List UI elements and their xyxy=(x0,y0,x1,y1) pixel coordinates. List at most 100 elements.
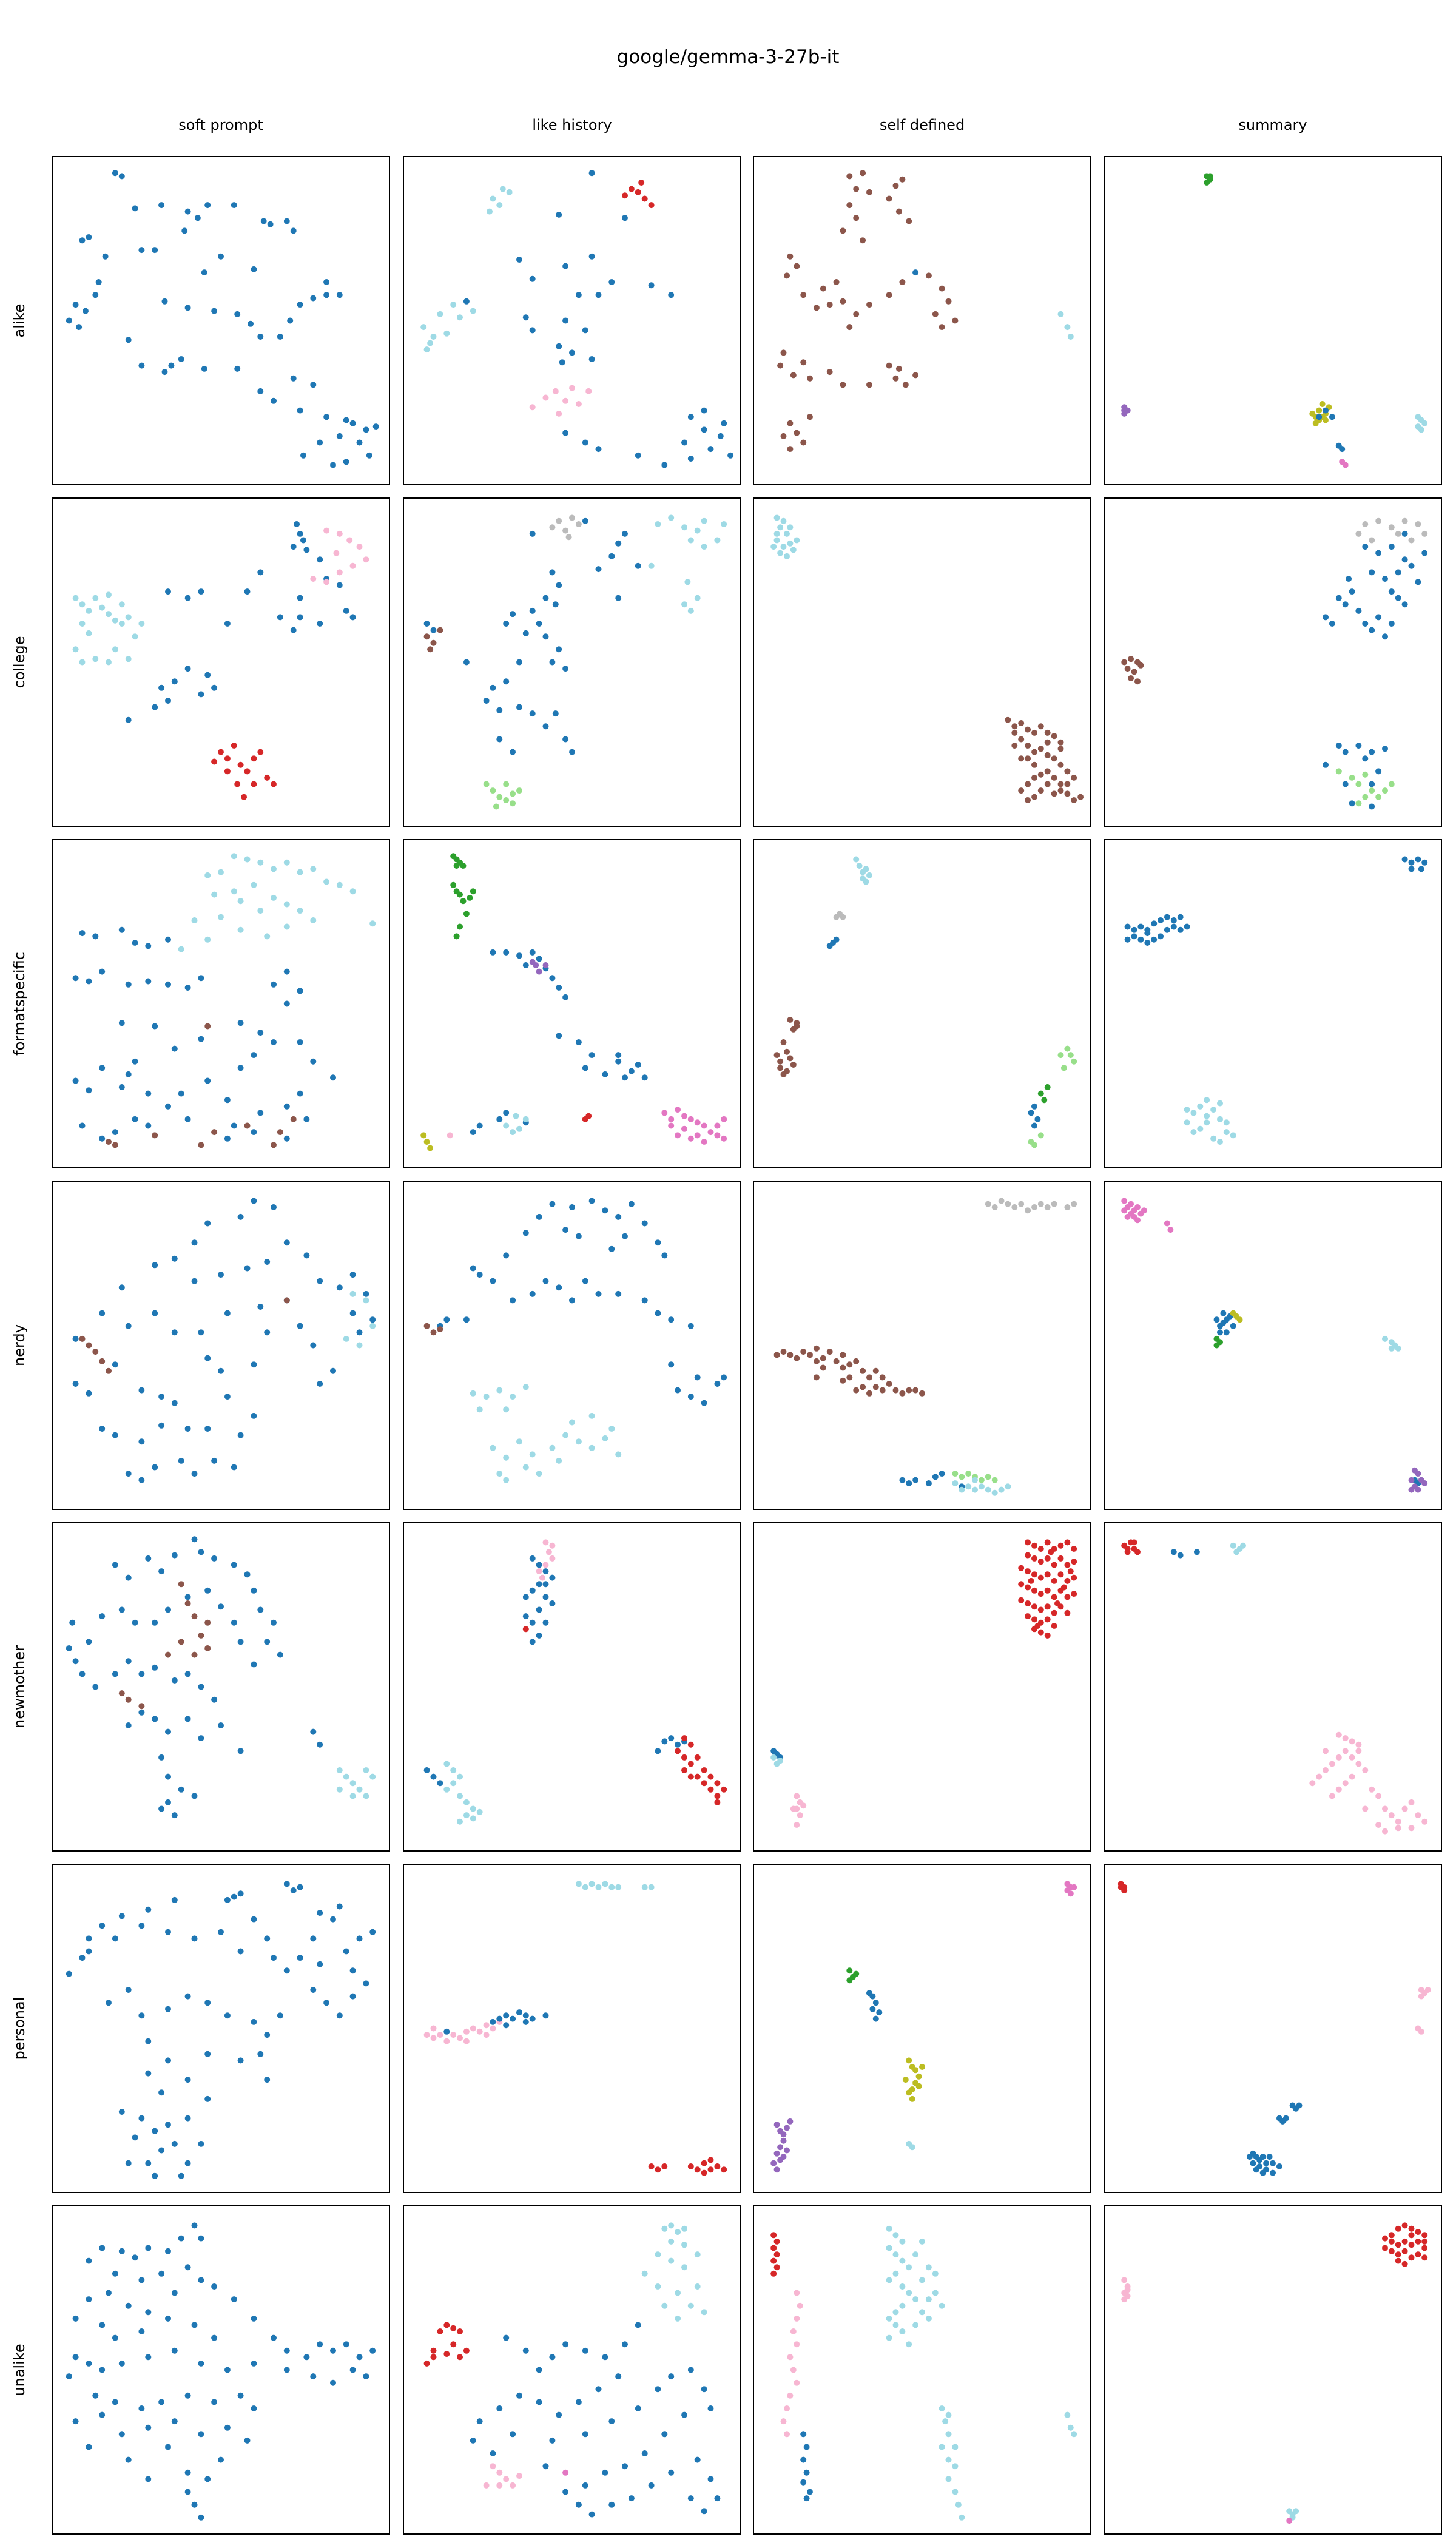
scatter-point xyxy=(152,1262,158,1269)
scatter-point xyxy=(675,1132,681,1139)
panel-unalike-soft-prompt xyxy=(52,2205,390,2535)
scatter-point xyxy=(211,684,218,691)
scatter-point xyxy=(787,1017,794,1023)
scatter-point xyxy=(668,2238,675,2245)
scatter-point xyxy=(681,601,687,608)
scatter-point xyxy=(132,1116,138,1122)
scatter-point xyxy=(912,372,919,379)
panel-frame xyxy=(1104,1864,1442,2193)
scatter-point xyxy=(231,1122,237,1129)
scatter-point xyxy=(1375,517,1382,524)
scatter-point xyxy=(1213,1316,1220,1323)
scatter-point xyxy=(615,540,622,547)
scatter-point xyxy=(251,1129,257,1136)
scatter-point xyxy=(165,2057,171,2064)
scatter-point xyxy=(204,936,211,943)
scatter-point xyxy=(99,2367,106,2373)
scatter-point xyxy=(1362,544,1369,550)
scatter-point xyxy=(303,1252,310,1259)
scatter-point xyxy=(224,1097,231,1104)
scatter-point xyxy=(529,1639,536,1645)
scatter-point xyxy=(152,1664,158,1671)
scatter-point xyxy=(463,1799,470,1805)
scatter-point xyxy=(1355,800,1362,807)
scatter-point xyxy=(1037,1574,1044,1581)
scatter-point xyxy=(1037,1606,1044,1613)
panel-unalike-summary xyxy=(1104,2205,1442,2535)
scatter-point xyxy=(582,2431,588,2438)
scatter-point xyxy=(1031,1587,1037,1594)
scatter-point xyxy=(323,878,330,885)
scatter-point xyxy=(522,1626,529,1633)
scatter-point xyxy=(1408,2225,1415,2232)
scatter-point xyxy=(118,1284,125,1291)
scatter-point xyxy=(310,2373,317,2380)
scatter-point xyxy=(191,1793,198,1799)
scatter-point xyxy=(803,2444,810,2450)
scatter-point xyxy=(152,1464,158,1471)
scatter-point xyxy=(595,566,602,573)
scatter-point xyxy=(522,1384,529,1390)
scatter-point xyxy=(1207,173,1213,180)
scatter-point xyxy=(487,208,493,215)
scatter-point xyxy=(86,1935,92,1942)
scatter-point xyxy=(1071,1884,1077,1890)
scatter-point xyxy=(919,2238,925,2245)
scatter-point xyxy=(516,704,522,710)
scatter-point xyxy=(264,1259,271,1265)
scatter-point xyxy=(1270,2160,1276,2166)
scatter-point xyxy=(1204,180,1210,186)
scatter-point xyxy=(510,2431,516,2438)
scatter-point xyxy=(251,1052,257,1059)
scatter-point xyxy=(840,1352,846,1358)
scatter-point xyxy=(635,562,641,569)
scatter-point xyxy=(668,2222,675,2229)
scatter-point xyxy=(1319,401,1326,407)
scatter-point xyxy=(780,2131,787,2138)
scatter-point xyxy=(641,2270,648,2277)
scatter-point xyxy=(622,1074,628,1081)
scatter-point xyxy=(886,2245,892,2251)
scatter-point xyxy=(1329,1761,1335,1767)
panel-frame xyxy=(403,497,741,827)
scatter-point xyxy=(1362,621,1369,627)
scatter-point xyxy=(1395,2251,1401,2258)
scatter-point xyxy=(820,1355,826,1361)
scatter-point xyxy=(536,621,542,627)
scatter-point xyxy=(510,1297,516,1304)
scatter-point xyxy=(237,926,244,933)
scatter-point xyxy=(496,1387,503,1394)
scatter-point xyxy=(807,375,813,382)
scatter-point xyxy=(790,2367,797,2373)
scatter-point xyxy=(1388,524,1395,531)
scatter-point xyxy=(310,866,317,872)
panel-frame xyxy=(403,839,741,1168)
scatter-point xyxy=(1051,733,1057,740)
scatter-point xyxy=(1421,1818,1428,1825)
panel-frame xyxy=(403,1864,741,2193)
scatter-point xyxy=(283,1103,290,1110)
scatter-point xyxy=(372,423,379,430)
scatter-point xyxy=(1401,530,1408,537)
scatter-point xyxy=(503,781,510,787)
scatter-point xyxy=(430,639,437,646)
scatter-point xyxy=(218,914,224,920)
scatter-point xyxy=(780,433,787,439)
scatter-point xyxy=(112,1129,118,1136)
scatter-point xyxy=(363,1767,369,1773)
scatter-point xyxy=(701,1400,707,1406)
scatter-point xyxy=(562,1227,569,1233)
scatter-point xyxy=(138,1671,145,1677)
scatter-point xyxy=(655,521,661,527)
scatter-point xyxy=(1064,324,1071,331)
scatter-point xyxy=(549,1444,556,1451)
scatter-point xyxy=(1316,1773,1323,1780)
scatter-point xyxy=(1031,729,1037,736)
scatter-point xyxy=(152,704,158,710)
scatter-point xyxy=(701,2386,707,2393)
scatter-point xyxy=(161,298,168,305)
scatter-point xyxy=(655,2386,661,2393)
scatter-point xyxy=(721,420,727,426)
scatter-point xyxy=(909,2095,915,2102)
scatter-point xyxy=(569,349,575,356)
